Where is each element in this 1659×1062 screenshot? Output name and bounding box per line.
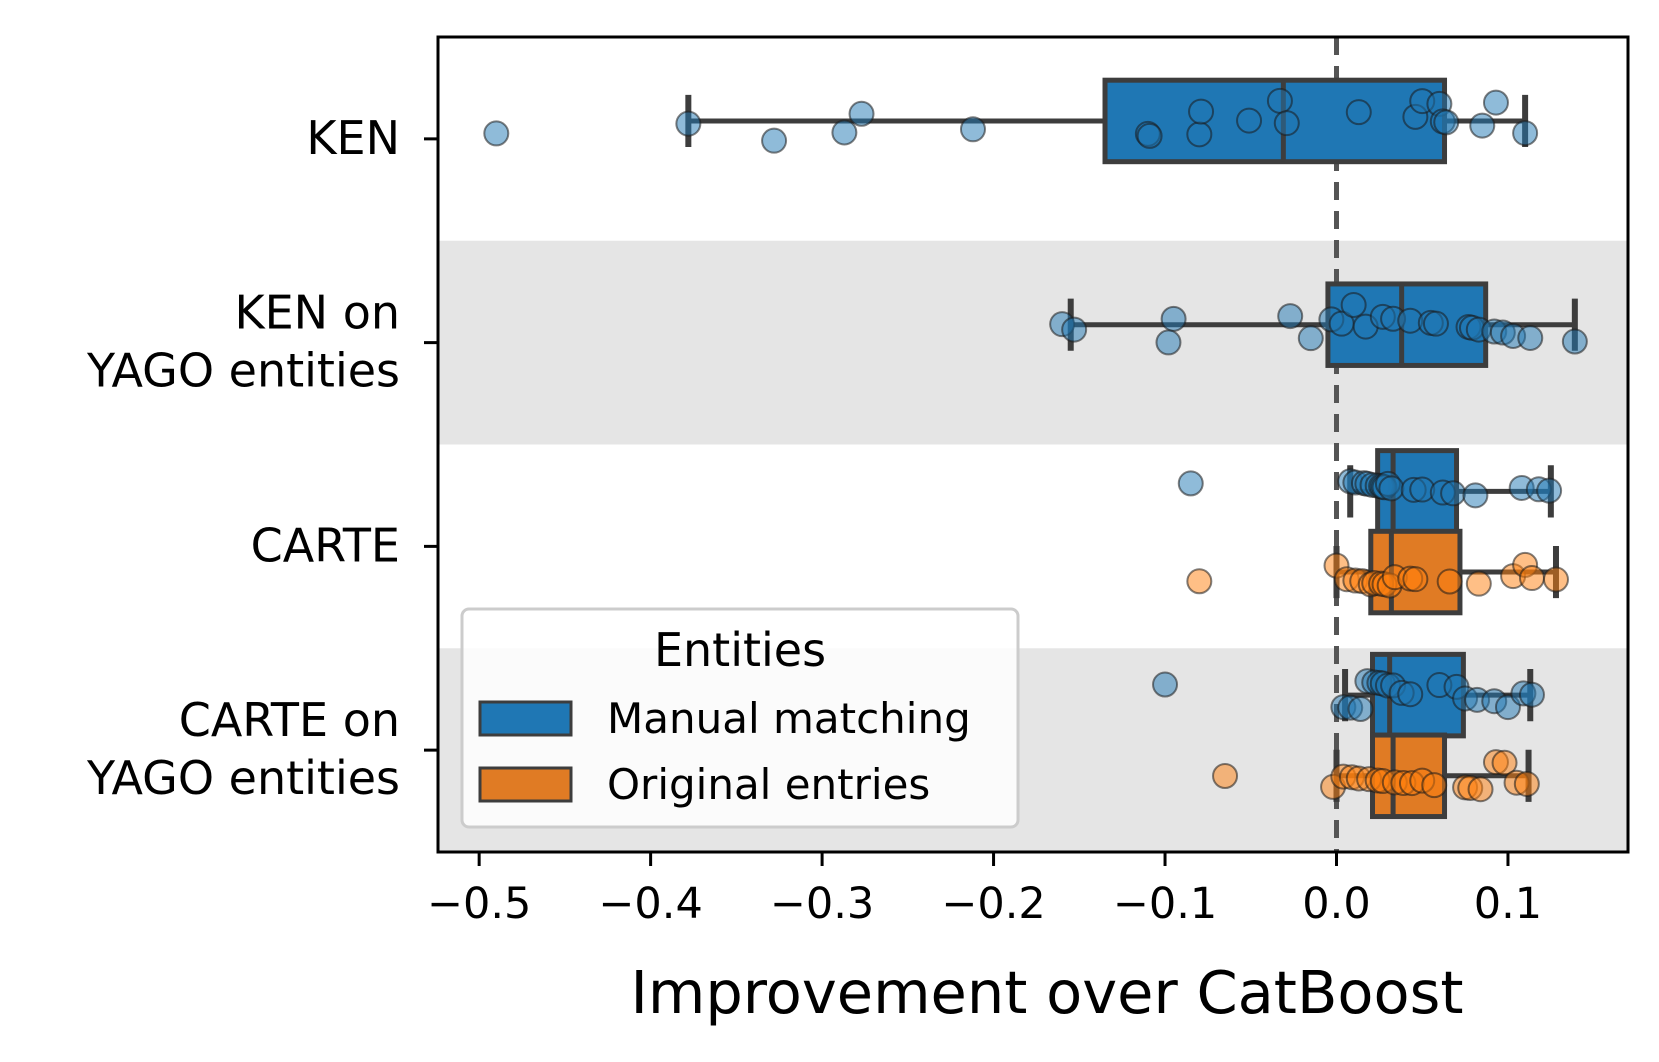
data-point [1378,475,1405,502]
data-point [1467,776,1494,803]
data-point [1422,310,1449,337]
x-axis-label: Improvement over CatBoost [630,958,1463,1027]
data-point [1517,324,1544,351]
data-point [1513,770,1540,797]
data-point [1061,316,1088,343]
plot-frame [436,35,1630,854]
data-point [675,110,702,137]
x-tick-label: −0.2 [941,879,1045,929]
data-point [848,100,875,127]
legend: Entities Manual matching Original entrie… [460,607,1020,829]
data-point [1266,87,1293,114]
data-point [1212,762,1239,789]
x-tick-label: −0.3 [770,879,874,929]
x-tick-label: −0.1 [1113,879,1217,929]
data-point [1436,568,1463,595]
boxes-layer [685,77,1578,820]
data-point [1186,121,1213,148]
data-point [1160,305,1187,332]
data-point [1433,109,1460,136]
data-point [1482,89,1509,116]
legend-swatch-original-entries [478,766,573,803]
data-point [1236,107,1263,134]
x-tick-label: 0.1 [1474,879,1542,929]
data-point [1518,681,1545,708]
legend-label-original-entries: Original entries [607,760,930,809]
legend-frame [460,607,1020,829]
data-point [1440,480,1467,507]
data-point [1536,477,1563,504]
data-point [1345,99,1372,126]
data-point [483,120,510,147]
data-point [1465,570,1492,597]
category-label: YAGO entities [86,751,400,805]
legend-title: Entities [654,623,826,677]
data-point [1188,98,1215,125]
data-point [1177,470,1204,497]
data-point [1518,565,1545,592]
data-point [1542,566,1569,593]
data-point [1152,671,1179,698]
category-label: KEN on [234,286,400,340]
data-point [1186,568,1213,595]
x-tick-label: −0.4 [598,879,702,929]
data-point [1561,328,1588,355]
category-label: YAGO entities [86,344,400,398]
data-point [1297,325,1324,352]
data-point [1273,110,1300,137]
x-tick-label: 0.0 [1302,879,1370,929]
data-point [1277,303,1304,330]
data-point [761,127,788,154]
data-point [1491,749,1518,776]
data-point [1421,772,1448,799]
legend-label-manual-matching: Manual matching [607,694,971,743]
data-point [1402,566,1429,593]
x-axis: −0.5 −0.4 −0.3 −0.2 −0.1 0.0 0.1 [427,852,1542,929]
category-label: KEN [306,111,400,165]
category-label: CARTE on [179,693,400,747]
data-point [1136,122,1163,149]
data-point [831,119,858,146]
data-point [1462,482,1489,509]
x-tick-label: −0.5 [427,879,531,929]
data-point [1347,696,1374,723]
data-point [1512,120,1539,147]
data-point [959,116,986,143]
legend-swatch-manual-matching [478,700,573,737]
data-point [1397,681,1424,708]
points-layer [483,87,1588,803]
data-point [1155,329,1182,356]
data-point [1340,291,1367,318]
data-point [1469,112,1496,139]
category-label: CARTE [251,518,400,572]
